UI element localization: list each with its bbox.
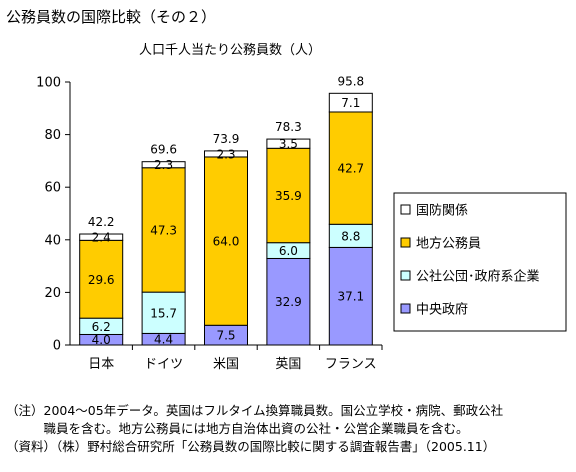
data-label: 4.4 xyxy=(154,333,173,347)
legend-swatch xyxy=(400,204,411,215)
y-tick-label: 20 xyxy=(44,286,61,301)
data-label: 15.7 xyxy=(150,306,177,320)
y-tick-label: 40 xyxy=(44,233,61,248)
data-label: 32.9 xyxy=(275,295,302,309)
bar-segment xyxy=(141,161,186,169)
total-label: 73.9 xyxy=(213,132,240,146)
data-label: 2.3 xyxy=(216,147,235,161)
bar-segment xyxy=(328,111,373,225)
bar-segment xyxy=(266,257,311,346)
legend-label: 国防関係 xyxy=(416,203,468,219)
data-label: 4.0 xyxy=(92,333,111,347)
bar-segment xyxy=(328,92,373,113)
bars: 4.06.229.62.442.24.415.747.32.369.67.564… xyxy=(79,74,373,347)
data-label: 64.0 xyxy=(213,235,240,249)
data-label: 2.3 xyxy=(154,158,173,172)
total-label: 78.3 xyxy=(275,120,302,134)
total-label: 95.8 xyxy=(337,74,364,88)
bar-segment xyxy=(141,167,186,293)
page-title: 公務員数の国際比較（その２） xyxy=(6,8,217,26)
data-label: 35.9 xyxy=(275,189,302,203)
y-tick-label: 100 xyxy=(36,76,61,91)
note-line: 職員を含む。地方公務員には地方自治体出資の公社・公営企業職員を含む。 xyxy=(6,421,469,436)
y-tick-label: 0 xyxy=(53,339,61,354)
bar-segment xyxy=(79,239,124,319)
x-tick-label: 米国 xyxy=(213,357,239,372)
total-label: 42.2 xyxy=(88,215,115,229)
note-line: （資料）（株）野村総合研究所「公務員数の国際比較に関する調査報告書」（2005.… xyxy=(6,439,496,454)
y-tick-label: 80 xyxy=(44,128,61,143)
data-label: 6.2 xyxy=(92,320,111,334)
legend-label: 中央政府 xyxy=(416,303,468,318)
data-label: 37.1 xyxy=(337,290,364,304)
x-tick-label: 日本 xyxy=(88,357,114,372)
x-tick-label: フランス xyxy=(325,357,377,372)
data-label: 7.5 xyxy=(216,329,235,343)
data-label: 29.6 xyxy=(88,273,115,287)
bar-segment xyxy=(79,233,124,241)
notes: （注）2004～05年データ。英国はフルタイム換算職員数。国公立学校・病院、郵政… xyxy=(6,402,503,456)
data-label: 42.7 xyxy=(337,162,364,176)
bar-segment xyxy=(204,150,248,158)
note-line: （注）2004～05年データ。英国はフルタイム換算職員数。国公立学校・病院、郵政… xyxy=(6,403,504,418)
bar-segment xyxy=(204,156,248,326)
legend-label: 地方公務員 xyxy=(416,236,481,252)
legend-swatch xyxy=(400,270,411,281)
data-label: 6.0 xyxy=(279,244,298,258)
bar-segment xyxy=(328,246,373,346)
bar-segment xyxy=(266,138,311,149)
y-tick-label: 60 xyxy=(44,181,61,196)
bar-segment xyxy=(141,291,186,334)
legend-box xyxy=(393,192,567,332)
data-label: 8.8 xyxy=(341,229,360,243)
legend-swatch xyxy=(400,303,411,314)
total-label: 69.6 xyxy=(150,143,177,157)
data-label: 2.4 xyxy=(92,231,111,245)
chart-title: 人口千人当たり公務員数（人） xyxy=(139,43,321,58)
data-label: 3.5 xyxy=(279,137,298,151)
legend-swatch xyxy=(400,237,411,248)
x-tick-label: ドイツ xyxy=(144,357,183,372)
legend-label: 公社公団･政府系企業 xyxy=(416,269,540,285)
data-label: 7.1 xyxy=(341,96,360,110)
stacked-bar-chart: 人口千人当たり公務員数（人） 0 20 40 60 80 100 日本 ドイツ 米国 英国 フランス… xyxy=(36,43,567,372)
data-label: 47.3 xyxy=(150,223,177,237)
x-tick-label: 英国 xyxy=(275,357,301,372)
